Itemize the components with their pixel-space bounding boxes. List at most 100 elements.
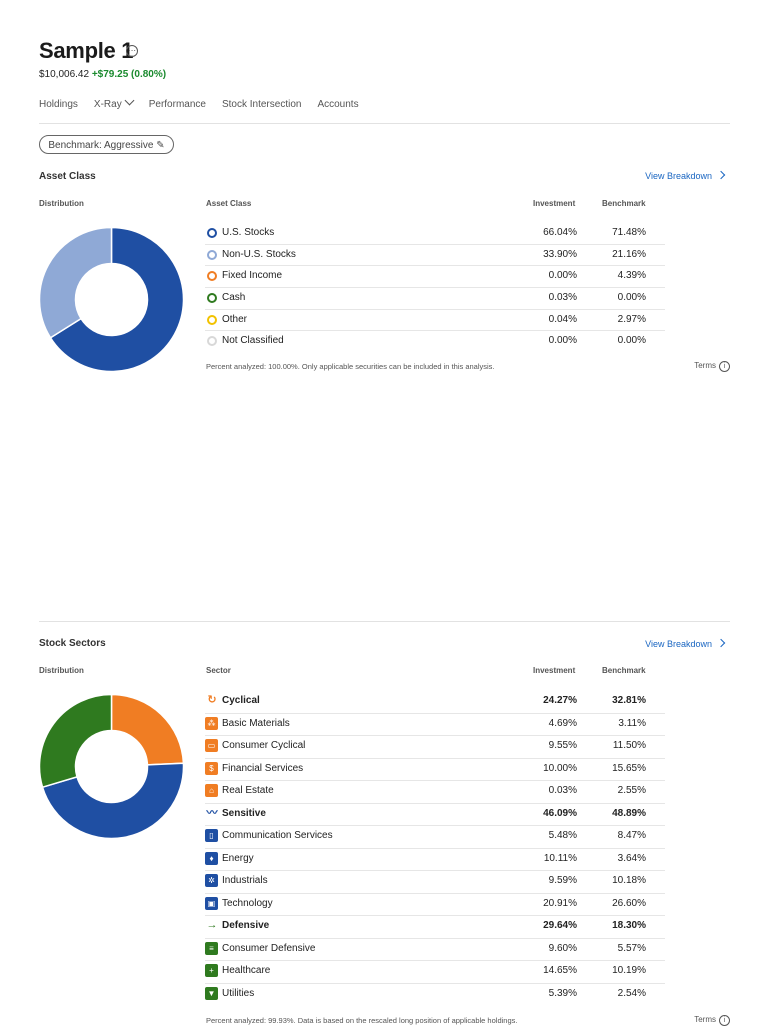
tab-performance[interactable]: Performance	[148, 99, 206, 110]
benchmark-value: 3.11%	[618, 717, 646, 729]
stock-sectors-view-breakdown-link[interactable]: View Breakdown	[645, 638, 726, 649]
row-label: Cash	[222, 292, 246, 304]
asset-class-slice-u-s-stocks	[49, 227, 184, 372]
defensive-icon: →	[206, 919, 218, 931]
technology-icon: ▣	[205, 896, 218, 910]
benchmark-value: 0.00%	[617, 292, 646, 304]
asset-class-note: Percent analyzed: 100.00%. Only applicab…	[206, 362, 495, 371]
real-estate-icon: ⌂	[205, 784, 218, 797]
benchmark-value: 2.97%	[617, 313, 646, 325]
table-row: Not Classified 0.00% 0.00%	[205, 331, 665, 352]
benchmark-value: 71.48%	[612, 227, 646, 238]
consumer-cyclical-icon: ▭	[205, 739, 218, 752]
asset-class-table: U.S. Stocks 66.04% 71.48% Non-U.S. Stocks 33…	[205, 223, 665, 352]
table-row: ♦ Energy 10.11% 3.64%	[205, 849, 665, 871]
page-title: Sample 1	[39, 38, 134, 63]
sector-column-header: Sector	[206, 666, 231, 675]
distribution-label: Distribution	[39, 666, 84, 675]
investment-value: 9.55%	[548, 740, 577, 751]
table-row: ✲ Industrials 9.59% 10.18%	[205, 871, 665, 894]
row-label: Industrials	[222, 875, 268, 886]
row-label: Defensive	[222, 920, 270, 931]
row-label: Real Estate	[222, 785, 274, 796]
stock-sectors-slice-sensitive	[41, 762, 184, 839]
table-row: Cash 0.03% 0.00%	[205, 288, 665, 310]
chevron-down-icon	[124, 95, 135, 106]
view-breakdown-label: View Breakdown	[645, 639, 712, 649]
row-label: Consumer Cyclical	[222, 740, 306, 751]
row-label: Other	[222, 313, 248, 325]
asset-class-column-header: Asset Class	[206, 199, 252, 208]
asset-class-view-breakdown-link[interactable]: View Breakdown	[645, 170, 726, 181]
tab-xray[interactable]: X-Ray	[94, 95, 135, 110]
table-row: ▣ Technology 20.91% 26.60%	[205, 894, 665, 916]
consumer-defensive-icon: ≡	[205, 941, 218, 955]
investment-column-header: Investment	[533, 666, 576, 675]
asset-class-slice-non-u-s-stocks	[39, 227, 113, 339]
benchmark-value: 21.16%	[612, 248, 646, 260]
table-row: Non-U.S. Stocks 33.90% 21.16%	[205, 245, 665, 267]
tab-stock-intersection[interactable]: Stock Intersection	[221, 99, 302, 110]
table-row: Fixed Income 0.00% 4.39%	[205, 266, 665, 289]
chevron-right-icon	[716, 170, 726, 180]
benchmark-column-header: Benchmark	[602, 199, 646, 208]
investment-value: 10.11%	[543, 852, 577, 864]
info-icon: i	[719, 1015, 730, 1026]
terms-label: Terms	[694, 361, 716, 370]
investment-value: 9.59%	[548, 875, 577, 886]
row-label: Technology	[222, 897, 273, 909]
tab-bar: Holdings X-Ray Performance Stock Interse…	[39, 95, 375, 110]
row-label: Financial Services	[222, 762, 304, 774]
investment-value: 5.39%	[548, 987, 577, 999]
investment-value: 29.64%	[543, 920, 577, 931]
benchmark-value: 48.89%	[612, 807, 646, 819]
benchmark-value: 4.39%	[617, 270, 646, 282]
table-row: $ Financial Services 10.00% 15.65%	[205, 759, 665, 781]
financial-services-icon: $	[205, 761, 218, 775]
industrials-icon: ✲	[205, 874, 218, 887]
benchmark-value: 26.60%	[612, 897, 646, 909]
terms-label: Terms	[694, 1015, 716, 1024]
asset-class-donut-chart	[39, 227, 184, 372]
investment-value: 14.65%	[543, 965, 577, 976]
table-row: ≡ Consumer Defensive 9.60% 5.57%	[205, 939, 665, 961]
benchmark-value: 5.57%	[617, 942, 646, 954]
benchmark-value: 11.50%	[612, 740, 646, 751]
investment-value: 46.09%	[543, 807, 577, 819]
tab-accounts[interactable]: Accounts	[317, 99, 359, 110]
row-label: U.S. Stocks	[222, 227, 275, 238]
benchmark-value: 15.65%	[612, 762, 646, 774]
row-label: Not Classified	[222, 335, 284, 347]
benchmark-button[interactable]: Benchmark: Aggressive ✎	[39, 135, 174, 154]
row-label: Basic Materials	[222, 717, 290, 729]
circle-dots-icon[interactable]: ⋯	[126, 45, 138, 57]
table-row: ↻ Cyclical 24.27% 32.81%	[205, 691, 665, 714]
view-breakdown-label: View Breakdown	[645, 171, 712, 181]
portfolio-change: +$79.25 (0.80%)	[91, 69, 167, 80]
investment-value: 24.27%	[543, 695, 577, 706]
table-row: 〰 Sensitive 46.09% 48.89%	[205, 804, 665, 826]
tab-holdings[interactable]: Holdings	[39, 99, 78, 110]
stock-sectors-note: Percent analyzed: 99.93%. Data is based …	[206, 1016, 518, 1025]
investment-value: 33.90%	[543, 248, 577, 260]
benchmark-value: 2.55%	[617, 785, 646, 796]
table-row: → Defensive 29.64% 18.30%	[205, 916, 665, 939]
table-row: Other 0.04% 2.97%	[205, 310, 665, 332]
investment-value: 0.03%	[548, 292, 577, 304]
investment-value: 20.91%	[543, 897, 577, 909]
benchmark-value: 2.54%	[617, 987, 646, 999]
benchmark-value: 32.81%	[612, 695, 646, 706]
row-label: Consumer Defensive	[222, 942, 316, 954]
investment-value: 5.48%	[548, 830, 577, 841]
benchmark-label: Benchmark: Aggressive	[48, 140, 154, 151]
row-label: Cyclical	[222, 695, 260, 706]
asset-class-terms-link[interactable]: Terms i	[694, 361, 730, 372]
legend-ring-icon	[207, 293, 217, 304]
benchmark-value: 10.19%	[612, 965, 646, 976]
table-row: + Healthcare 14.65% 10.19%	[205, 961, 665, 984]
portfolio-value: $10,006.42	[39, 69, 90, 80]
portfolio-value-line: $10,006.42 +$79.25 (0.80%)	[39, 69, 166, 80]
stock-sectors-terms-link[interactable]: Terms i	[694, 1015, 730, 1026]
energy-icon: ♦	[205, 851, 218, 865]
row-label: Communication Services	[222, 830, 333, 841]
